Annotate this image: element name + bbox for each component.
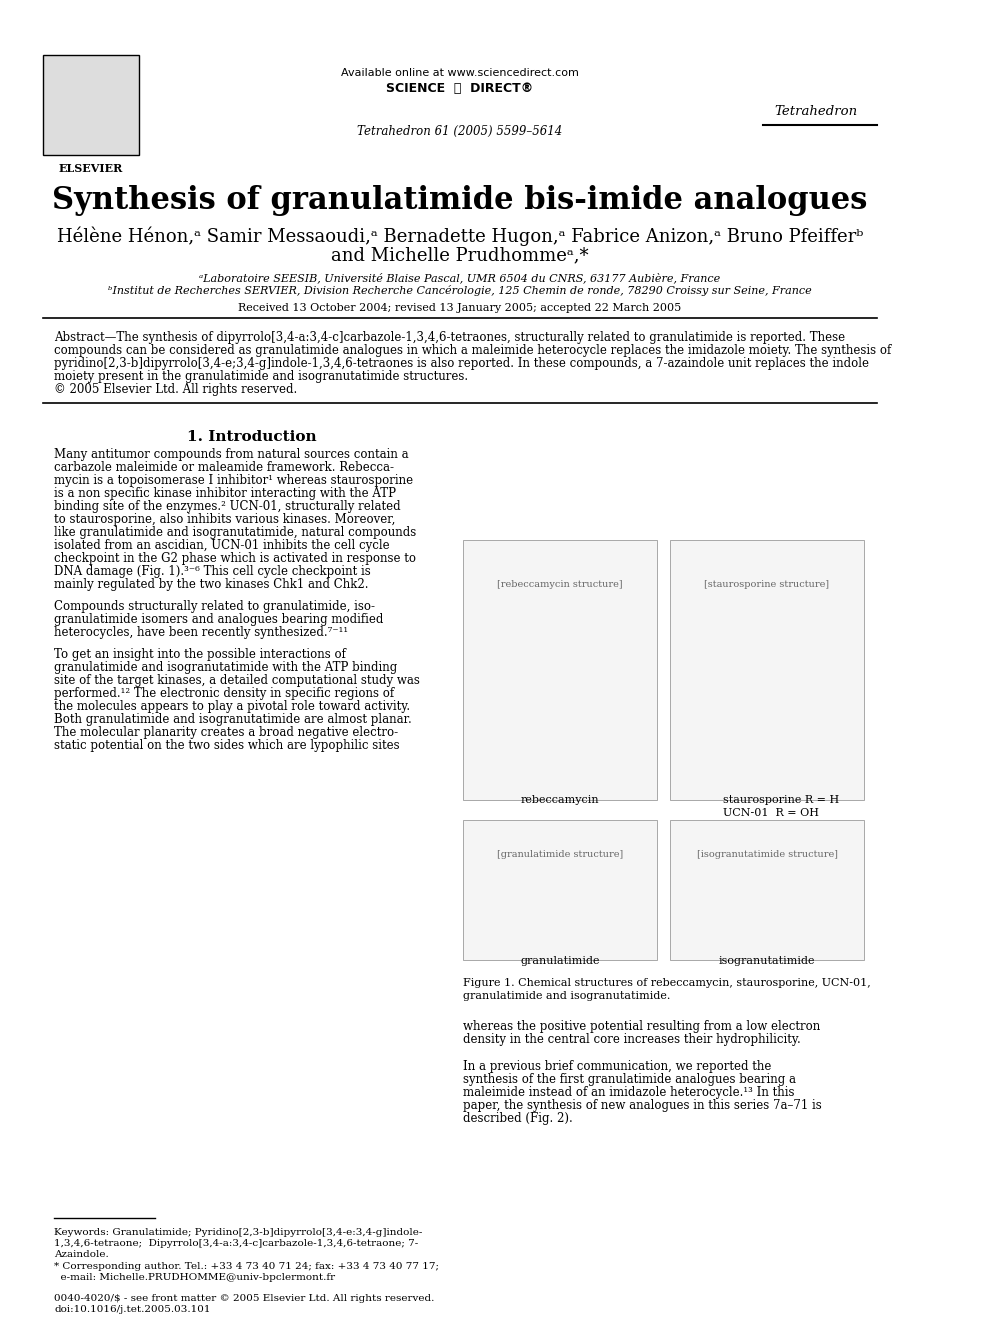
Text: granulatimide isomers and analogues bearing modified: granulatimide isomers and analogues bear… (55, 613, 384, 626)
Bar (43, 56, 140, 155)
Text: granulatimide: granulatimide (521, 957, 600, 966)
Text: ELSEVIER: ELSEVIER (59, 163, 123, 175)
Text: Hélène Hénon,ᵃ Samir Messaoudi,ᵃ Bernadette Hugon,ᵃ Fabrice Anizon,ᵃ Bruno Pfeif: Hélène Hénon,ᵃ Samir Messaoudi,ᵃ Bernade… (57, 228, 863, 246)
Text: carbazole maleimide or maleamide framework. Rebecca-: carbazole maleimide or maleamide framewo… (55, 460, 394, 474)
Text: ᵃLaboratoire SEESIB, Université Blaise Pascal, UMR 6504 du CNRS, 63177 Aubière, : ᵃLaboratoire SEESIB, Université Blaise P… (199, 273, 720, 283)
Text: doi:10.1016/j.tet.2005.03.101: doi:10.1016/j.tet.2005.03.101 (55, 1304, 210, 1314)
Bar (671, 820, 864, 960)
Text: [staurosporine structure]: [staurosporine structure] (704, 579, 829, 589)
Text: Synthesis of granulatimide bis-imide analogues: Synthesis of granulatimide bis-imide ana… (53, 185, 868, 216)
Text: DNA damage (Fig. 1).³⁻⁶ This cell cycle checkpoint is: DNA damage (Fig. 1).³⁻⁶ This cell cycle … (55, 565, 371, 578)
Text: isolated from an ascidian, UCN-01 inhibits the cell cycle: isolated from an ascidian, UCN-01 inhibi… (55, 538, 390, 552)
Text: [rebeccamycin structure]: [rebeccamycin structure] (497, 579, 623, 589)
Text: performed.¹² The electronic density in specific regions of: performed.¹² The electronic density in s… (55, 687, 394, 700)
Text: Tetrahedron 61 (2005) 5599–5614: Tetrahedron 61 (2005) 5599–5614 (357, 124, 562, 138)
Text: Abstract—The synthesis of dipyrrolo[3,4-a:3,4-c]carbazole-1,3,4,6-tetraones, str: Abstract—The synthesis of dipyrrolo[3,4-… (55, 331, 845, 344)
Text: [granulatimide structure]: [granulatimide structure] (497, 849, 623, 859)
Text: © 2005 Elsevier Ltd. All rights reserved.: © 2005 Elsevier Ltd. All rights reserved… (55, 382, 298, 396)
Text: Many antitumor compounds from natural sources contain a: Many antitumor compounds from natural so… (55, 448, 409, 460)
Text: binding site of the enzymes.² UCN-01, structurally related: binding site of the enzymes.² UCN-01, st… (55, 500, 401, 513)
Bar (463, 820, 657, 960)
Text: synthesis of the first granulatimide analogues bearing a: synthesis of the first granulatimide ana… (463, 1073, 797, 1086)
Text: staurosporine R = H: staurosporine R = H (723, 795, 839, 804)
Text: static potential on the two sides which are lypophilic sites: static potential on the two sides which … (55, 740, 400, 751)
Text: mainly regulated by the two kinases Chk1 and Chk2.: mainly regulated by the two kinases Chk1… (55, 578, 369, 591)
Text: In a previous brief communication, we reported the: In a previous brief communication, we re… (463, 1060, 772, 1073)
Text: Tetrahedron: Tetrahedron (774, 105, 857, 118)
Bar (463, 540, 657, 800)
Bar (671, 540, 864, 800)
Text: density in the central core increases their hydrophilicity.: density in the central core increases th… (463, 1033, 802, 1046)
Text: to staurosporine, also inhibits various kinases. Moreover,: to staurosporine, also inhibits various … (55, 513, 396, 527)
Text: moiety present in the granulatimide and isogranutatimide structures.: moiety present in the granulatimide and … (55, 370, 468, 382)
Text: Keywords: Granulatimide; Pyridino[2,3-b]dipyrrolo[3,4-e:3,4-g]indole-: Keywords: Granulatimide; Pyridino[2,3-b]… (55, 1228, 423, 1237)
Text: the molecules appears to play a pivotal role toward activity.: the molecules appears to play a pivotal … (55, 700, 411, 713)
Text: [isogranutatimide structure]: [isogranutatimide structure] (696, 849, 837, 859)
Text: paper, the synthesis of new analogues in this series 7a–71 is: paper, the synthesis of new analogues in… (463, 1099, 822, 1113)
Text: is a non specific kinase inhibitor interacting with the ATP: is a non specific kinase inhibitor inter… (55, 487, 396, 500)
Text: checkpoint in the G2 phase which is activated in response to: checkpoint in the G2 phase which is acti… (55, 552, 416, 565)
Text: and Michelle Prudhommeᵃ,*: and Michelle Prudhommeᵃ,* (331, 246, 588, 265)
Text: Available online at www.sciencedirect.com: Available online at www.sciencedirect.co… (341, 67, 578, 78)
Text: * Corresponding author. Tel.: +33 4 73 40 71 24; fax: +33 4 73 40 77 17;: * Corresponding author. Tel.: +33 4 73 4… (55, 1262, 439, 1271)
Text: The molecular planarity creates a broad negative electro-: The molecular planarity creates a broad … (55, 726, 398, 740)
Text: Figure 1. Chemical structures of rebeccamycin, staurosporine, UCN-01,: Figure 1. Chemical structures of rebecca… (463, 978, 871, 988)
Text: like granulatimide and isogranutatimide, natural compounds: like granulatimide and isogranutatimide,… (55, 527, 417, 538)
Text: heterocycles, have been recently synthesized.⁷⁻¹¹: heterocycles, have been recently synthes… (55, 626, 348, 639)
Text: e-mail: Michelle.PRUDHOMME@univ-bpclermont.fr: e-mail: Michelle.PRUDHOMME@univ-bpclermo… (55, 1273, 335, 1282)
Text: rebeccamycin: rebeccamycin (521, 795, 599, 804)
Text: maleimide instead of an imidazole heterocycle.¹³ In this: maleimide instead of an imidazole hetero… (463, 1086, 795, 1099)
Text: To get an insight into the possible interactions of: To get an insight into the possible inte… (55, 648, 346, 662)
Text: pyridino[2,3-b]dipyrrolo[3,4-e;3,4-g]indole-1,3,4,6-tetraones is also reported. : pyridino[2,3-b]dipyrrolo[3,4-e;3,4-g]ind… (55, 357, 869, 370)
Text: 0040-4020/$ - see front matter © 2005 Elsevier Ltd. All rights reserved.: 0040-4020/$ - see front matter © 2005 El… (55, 1294, 434, 1303)
Text: 1. Introduction: 1. Introduction (187, 430, 317, 445)
Text: UCN-01  R = OH: UCN-01 R = OH (723, 808, 819, 818)
Text: Compounds structurally related to granulatimide, iso-: Compounds structurally related to granul… (55, 601, 375, 613)
Text: Azaindole.: Azaindole. (55, 1250, 109, 1259)
Text: ᵇInstitut de Recherches SERVIER, Division Recherche Cancérologie, 125 Chemin de : ᵇInstitut de Recherches SERVIER, Divisio… (108, 284, 811, 296)
Text: isogranutatimide: isogranutatimide (719, 957, 815, 966)
Text: SCIENCE  ⓐ  DIRECT®: SCIENCE ⓐ DIRECT® (386, 82, 534, 95)
Text: Both granulatimide and isogranutatimide are almost planar.: Both granulatimide and isogranutatimide … (55, 713, 412, 726)
Text: Received 13 October 2004; revised 13 January 2005; accepted 22 March 2005: Received 13 October 2004; revised 13 Jan… (238, 303, 682, 314)
Text: whereas the positive potential resulting from a low electron: whereas the positive potential resulting… (463, 1020, 820, 1033)
Text: granulatimide and isogranutatimide with the ATP binding: granulatimide and isogranutatimide with … (55, 662, 398, 673)
Text: granulatimide and isogranutatimide.: granulatimide and isogranutatimide. (463, 991, 671, 1002)
Text: site of the target kinases, a detailed computational study was: site of the target kinases, a detailed c… (55, 673, 420, 687)
Text: 1,3,4,6-tetraone;  Dipyrrolo[3,4-a:3,4-c]carbazole-1,3,4,6-tetraone; 7-: 1,3,4,6-tetraone; Dipyrrolo[3,4-a:3,4-c]… (55, 1240, 419, 1248)
Text: mycin is a topoisomerase I inhibitor¹ whereas staurosporine: mycin is a topoisomerase I inhibitor¹ wh… (55, 474, 414, 487)
Text: compounds can be considered as granulatimide analogues in which a maleimide hete: compounds can be considered as granulati… (55, 344, 892, 357)
Text: described (Fig. 2).: described (Fig. 2). (463, 1113, 573, 1125)
